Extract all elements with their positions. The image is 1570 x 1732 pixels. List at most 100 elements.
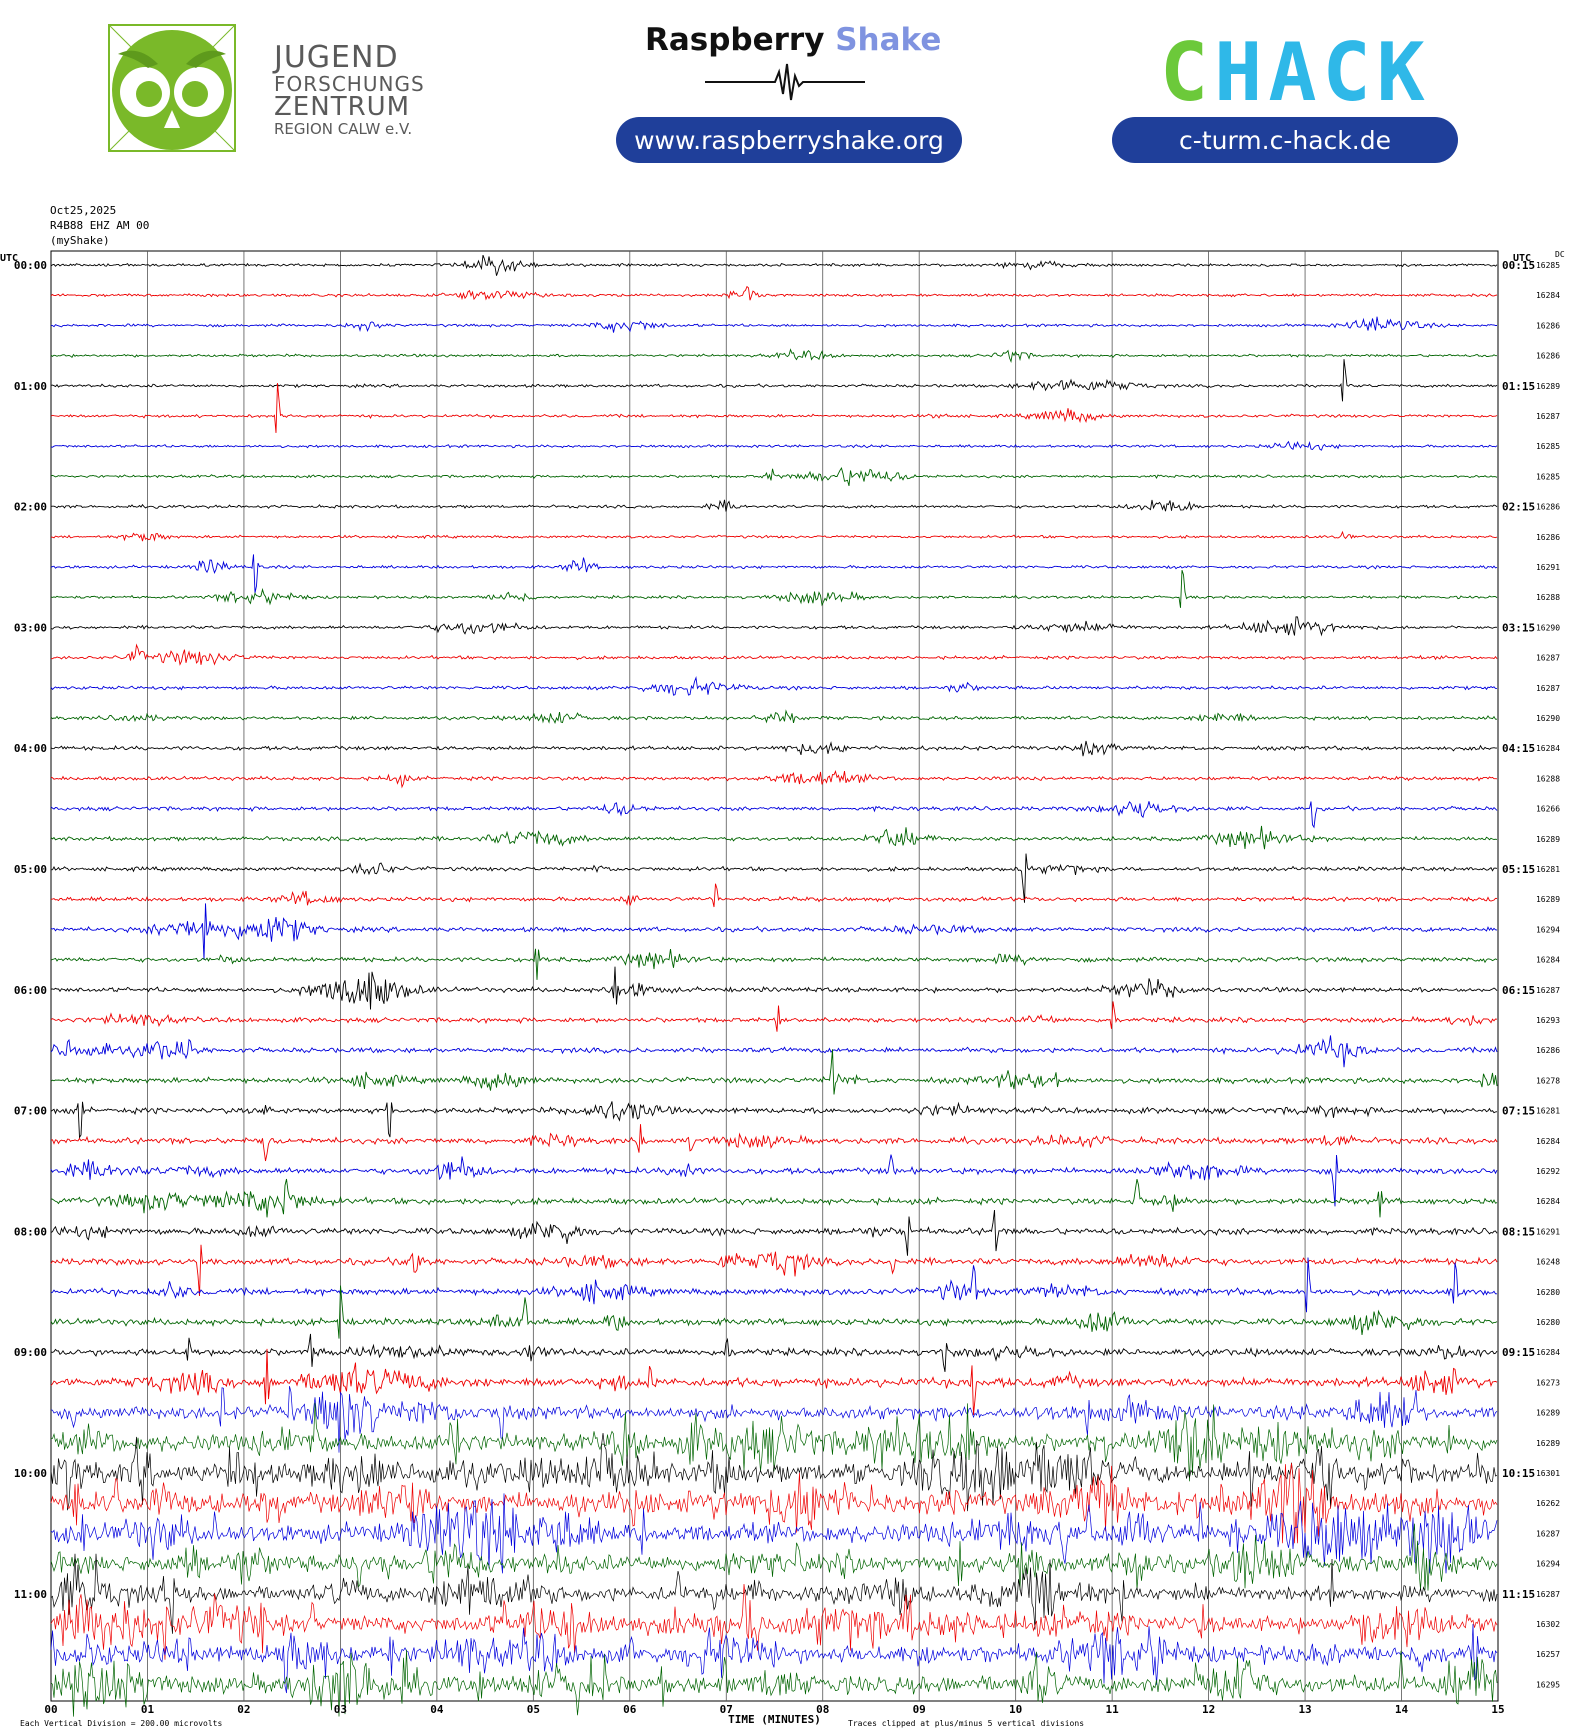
x-tick-label: 15 [1491,1703,1504,1716]
hour-label-right: 05:15 [1502,863,1535,876]
utc-label-right: UTC [1513,253,1531,264]
seismic-trace [50,1348,1498,1416]
dc-offset-label: 16290 [1536,623,1560,632]
seismic-trace [50,883,1498,908]
seismic-trace [50,1432,1498,1512]
hour-label-right: 11:15 [1502,1588,1535,1601]
dc-offset-label: 16281 [1536,1107,1560,1116]
raspberry-word: Raspberry [645,22,825,58]
utc-label-left: UTC [0,253,18,264]
dc-offset-label: 16287 [1536,986,1560,995]
hour-label-right: 03:15 [1502,621,1535,634]
seismic-trace [50,825,1498,850]
seismic-trace [50,467,1498,487]
seismic-trace [50,966,1498,1010]
seismic-trace [50,530,1498,542]
hour-label-left: 11:00 [14,1588,47,1601]
seismic-trace [50,1154,1498,1207]
seismic-trace [50,1244,1498,1297]
seismic-trace [50,1463,1498,1544]
seismic-trace [50,740,1497,757]
dc-offset-label: 16289 [1536,1409,1560,1418]
x-tick-label: 02 [237,1703,250,1716]
x-axis-title: TIME (MINUTES) [728,1713,821,1726]
hour-label-left: 09:00 [14,1346,47,1359]
hour-label-left: 04:00 [14,742,47,755]
dc-offset-label: 16289 [1536,1439,1560,1448]
footer-clip: Traces clipped at plus/minus 5 vertical … [848,1719,1085,1728]
seismic-trace [50,1583,1498,1660]
hour-label-right: 02:15 [1502,501,1535,514]
seismic-trace [50,316,1497,333]
x-tick-label: 14 [1395,1703,1409,1716]
seismic-trace [50,1101,1498,1139]
dc-offset-label: 16286 [1536,533,1560,542]
x-tick-label: 03 [334,1703,347,1716]
seismic-trace [50,800,1498,829]
raspberry-shake-logo: Raspberry Shake [645,22,941,58]
x-tick-label: 05 [527,1703,540,1716]
hour-label-left: 03:00 [14,621,47,634]
seismic-trace [50,359,1498,402]
seismic-trace [50,1402,1498,1482]
hour-label-left: 05:00 [14,863,47,876]
jfz-line-3: ZENTRUM [274,92,411,122]
dc-offset-label: 16284 [1536,1348,1560,1357]
hour-label-left: 02:00 [14,501,47,514]
x-tick-label: 10 [1009,1703,1022,1716]
owl-logo-icon [108,24,236,152]
x-tick-label: 09 [913,1703,926,1716]
dc-offset-label: 16281 [1536,865,1560,874]
dc-offset-label: 16291 [1536,563,1560,572]
seismic-trace [50,1209,1498,1256]
dc-offset-label: 16302 [1536,1620,1560,1629]
seismic-trace [50,903,1498,960]
record-date: Oct25,2025 [50,204,117,217]
dc-header-label: DC [1555,250,1565,259]
dc-offset-label: 16284 [1536,1137,1560,1146]
seismic-trace [50,709,1497,725]
dc-offset-label: 16262 [1536,1499,1560,1508]
dc-offset-label: 16287 [1536,412,1560,421]
dc-offset-label: 16295 [1536,1680,1560,1689]
chack-url[interactable]: c-turm.c-hack.de [1112,117,1458,163]
dc-offset-label: 16287 [1536,1529,1560,1538]
x-tick-label: 11 [1106,1703,1120,1716]
jfz-line-2: FORSCHUNGS [274,72,425,96]
jfz-line-4: REGION CALW e.V. [274,120,413,138]
dc-offset-label: 16292 [1536,1167,1560,1176]
seismic-trace [50,570,1498,608]
seismic-trace [50,1553,1498,1634]
dc-offset-label: 16280 [1536,1318,1560,1327]
hour-label-left: 06:00 [14,984,47,997]
dc-offset-label: 16288 [1536,774,1560,783]
dc-offset-label: 16248 [1536,1258,1560,1267]
dc-offset-label: 16291 [1536,1227,1560,1236]
seismic-trace [50,1035,1498,1068]
data-source: (myShake) [50,234,110,247]
seismic-trace [50,1049,1498,1095]
dc-offset-label: 16290 [1536,714,1560,723]
x-tick-label: 06 [623,1703,637,1716]
hour-label-right: 00:15 [1502,259,1535,272]
dc-offset-label: 16285 [1536,442,1560,451]
dc-offset-label: 16286 [1536,321,1560,330]
seismic-trace [50,1523,1498,1591]
raspberryshake-url[interactable]: www.raspberryshake.org [616,117,962,163]
hour-label-right: 09:15 [1502,1346,1535,1359]
footer-scale: Each Vertical Division = 200.00 microvol… [20,1719,223,1728]
dc-offset-label: 16287 [1536,1590,1560,1599]
seismic-trace [50,1649,1498,1717]
hour-label-right: 06:15 [1502,984,1535,997]
dc-offset-label: 16286 [1536,352,1560,361]
seismic-trace [50,1124,1498,1162]
x-tick-label: 04 [430,1703,444,1716]
dc-offset-label: 16284 [1536,956,1560,965]
seismic-trace [50,853,1498,903]
seismic-trace [50,1493,1498,1574]
seismic-trace [50,383,1498,433]
hour-label-right: 10:15 [1502,1467,1535,1480]
dc-offset-label: 16266 [1536,805,1560,814]
x-tick-label: 07 [720,1703,733,1716]
